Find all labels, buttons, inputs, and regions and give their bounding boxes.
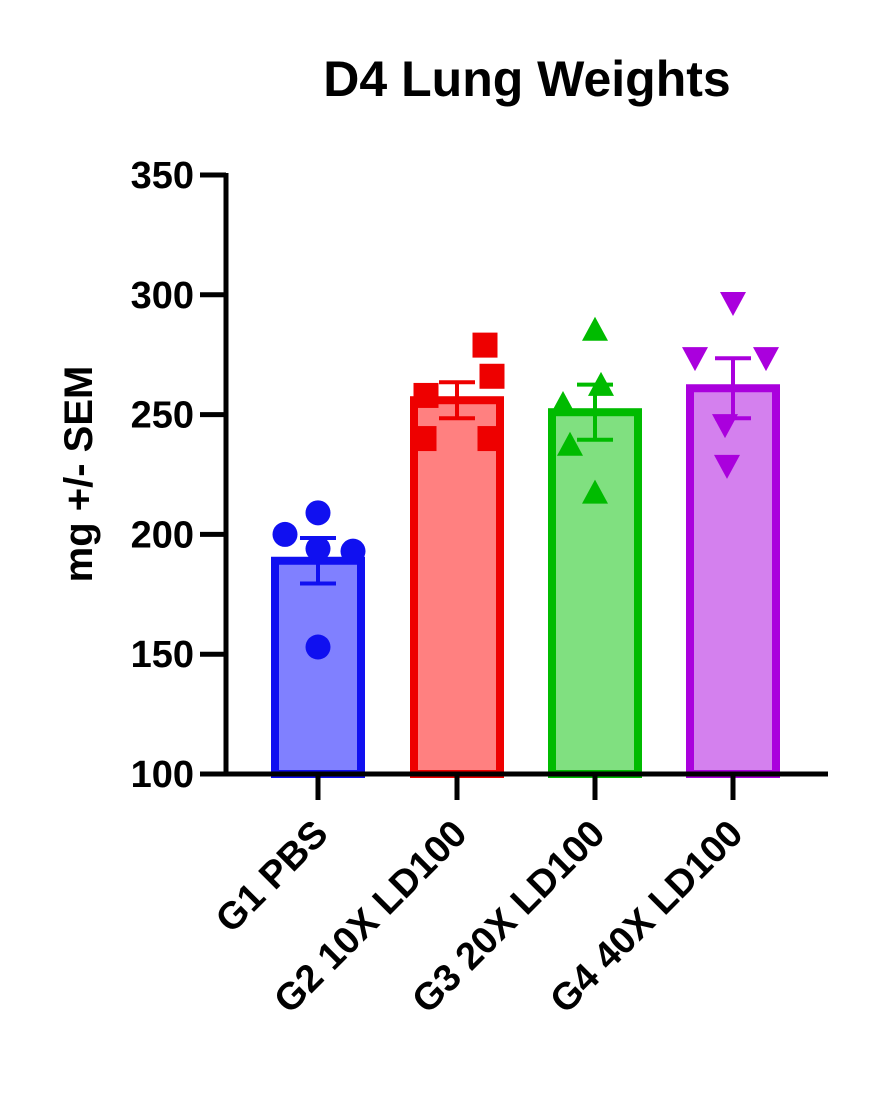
- axes-layer: [223, 173, 828, 777]
- bars-layer: [271, 384, 780, 778]
- data-point-2-4: [411, 426, 437, 452]
- data-point-1-3: [305, 536, 331, 562]
- y-axis-label: mg +/- SEM: [57, 366, 101, 583]
- data-point-1-5: [305, 634, 331, 660]
- data-point-3-5: [582, 479, 608, 504]
- chart-title: D4 Lung Weights: [323, 51, 730, 107]
- y-tick-label-200: 200: [131, 514, 194, 556]
- data-point-2-5: [477, 426, 503, 452]
- y-ticks-layer: 100 150 200 250 300 350: [131, 155, 226, 796]
- data-points-layer: [272, 291, 779, 660]
- y-tick-label-300: 300: [131, 275, 194, 317]
- error-bars-layer: [300, 356, 751, 586]
- bar-4: [686, 384, 780, 778]
- data-point-4-3: [753, 347, 779, 372]
- data-point-2-1: [472, 332, 498, 358]
- data-point-4-1: [720, 291, 746, 316]
- data-point-4-4: [712, 414, 738, 439]
- data-point-1-4: [340, 538, 366, 564]
- data-point-2-2: [479, 363, 505, 389]
- data-point-4-2: [682, 347, 708, 372]
- data-point-3-3: [550, 391, 576, 416]
- x-tick-label-1: G1 PBS: [208, 813, 336, 941]
- y-tick-label-100: 100: [131, 754, 194, 796]
- bar-2: [410, 396, 504, 778]
- data-point-1-2: [272, 521, 298, 547]
- bar-1: [271, 556, 365, 778]
- data-point-4-5: [714, 454, 740, 479]
- data-point-3-2: [588, 371, 614, 396]
- y-tick-label-250: 250: [131, 395, 194, 437]
- bar-3: [548, 408, 642, 778]
- y-tick-label-350: 350: [131, 155, 194, 197]
- data-point-1-1: [305, 500, 331, 526]
- data-point-3-1: [582, 316, 608, 341]
- y-tick-label-150: 150: [131, 634, 194, 676]
- data-point-2-3: [413, 382, 439, 408]
- data-point-3-4: [557, 431, 583, 456]
